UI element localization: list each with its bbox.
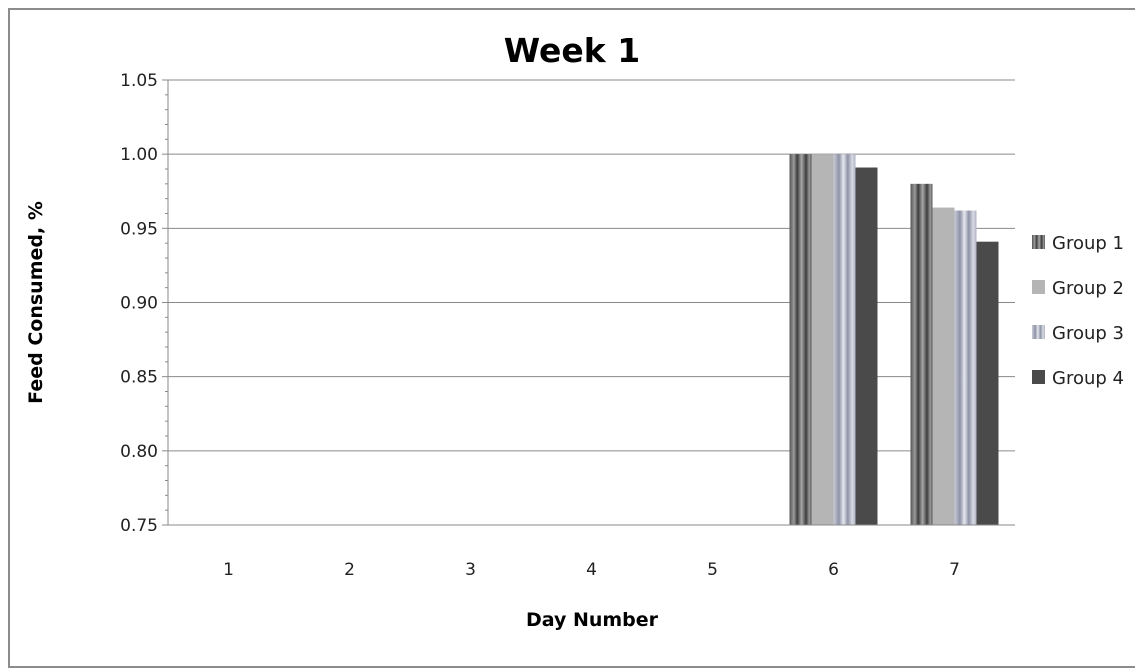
legend-swatch — [1032, 280, 1045, 294]
bar — [789, 154, 812, 525]
legend-swatch — [1032, 235, 1045, 249]
y-tick-label: 0.85 — [120, 368, 158, 388]
x-axis-title: Day Number — [526, 609, 659, 631]
chart-frame: 0.75 0.80 0.85 0.90 0.95 1.00 1.05 1 2 3 4 5 6 7 Grou… — [8, 8, 1135, 668]
bar — [932, 207, 955, 526]
bar — [910, 183, 933, 526]
y-axis-title: Feed Consumed, % — [25, 201, 47, 404]
bar — [811, 154, 834, 525]
x-tick-label: 7 — [949, 560, 960, 580]
chart-title: Week 1 — [504, 31, 640, 70]
y-tick-label: 0.95 — [120, 219, 158, 239]
legend-label: Group 4 — [1052, 368, 1124, 389]
x-tick-label: 4 — [586, 560, 597, 580]
x-tick-label: 6 — [828, 560, 839, 580]
bar — [976, 241, 999, 525]
legend-label: Group 3 — [1052, 323, 1124, 344]
x-tick-label: 1 — [223, 560, 234, 580]
legend-label: Group 2 — [1052, 278, 1124, 299]
bar — [855, 167, 878, 525]
y-tick-label: 0.75 — [120, 516, 158, 536]
bar-chart: 0.75 0.80 0.85 0.90 0.95 1.00 1.05 1 2 3 4 5 6 7 Grou… — [25, 31, 1124, 631]
bar — [954, 210, 977, 526]
x-tick-label: 2 — [344, 560, 355, 580]
legend-swatch — [1032, 325, 1045, 339]
y-tick-label: 1.00 — [120, 145, 158, 165]
x-tick-label: 5 — [707, 560, 718, 580]
y-tick-label: 1.05 — [120, 71, 158, 91]
y-tick-label: 0.80 — [120, 442, 158, 462]
y-tick-label: 0.90 — [120, 294, 158, 314]
bar — [833, 154, 856, 525]
x-tick-label: 3 — [465, 560, 476, 580]
legend-label: Group 1 — [1052, 233, 1124, 254]
legend-swatch — [1032, 370, 1045, 384]
